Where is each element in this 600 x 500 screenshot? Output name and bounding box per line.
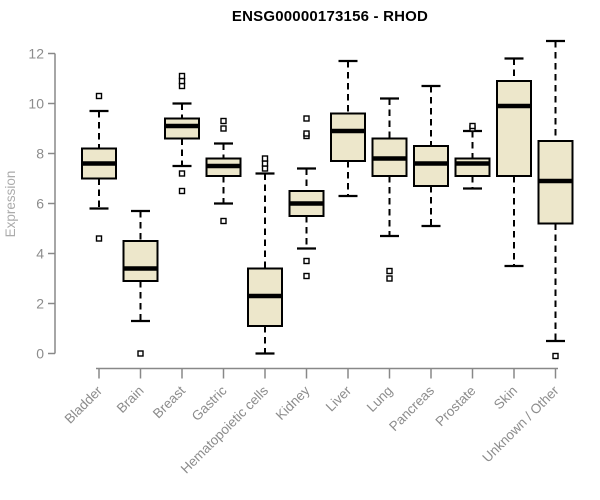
outlier-point: [303, 130, 310, 137]
outlier-point: [220, 217, 227, 225]
x-tick-label: Brain: [114, 383, 147, 416]
boxplot-hematopoietic-cells: [247, 155, 283, 355]
outlier-point: [469, 122, 476, 130]
boxplot-prostate: [454, 122, 491, 190]
outlier-point: [261, 160, 269, 167]
y-tick-label: 4: [36, 246, 44, 262]
x-tick-label: Gastric: [189, 383, 230, 424]
outlier-point: [178, 77, 186, 85]
boxplot-brain: [122, 209, 159, 357]
boxplot-breast: [164, 72, 200, 195]
x-tick-label: Prostate: [432, 383, 478, 429]
x-tick-label: Unknown / Other: [479, 383, 562, 466]
boxplot-bladder: [81, 92, 117, 242]
x-tick-label: Lung: [364, 383, 396, 415]
y-axis-title: Expression: [3, 171, 18, 238]
outlier-point: [552, 352, 559, 360]
outlier-point: [95, 235, 103, 242]
boxplot-gastric: [205, 117, 242, 225]
boxplot-unknown-other: [537, 39, 574, 360]
iqr-box: [330, 112, 366, 162]
x-tick-label: Liver: [323, 383, 355, 415]
outlier-point: [303, 272, 310, 280]
outlier-point: [386, 267, 393, 275]
iqr-box: [496, 80, 532, 177]
boxplot-pancreas: [413, 84, 449, 228]
x-tick-label: Pancreas: [386, 383, 437, 434]
outlier-point: [137, 350, 144, 357]
boxplot-skin: [496, 57, 532, 268]
outlier-point: [95, 92, 103, 100]
iqr-box: [413, 145, 449, 187]
outlier-point: [178, 72, 186, 80]
chart-title: ENSG00000173156 - RHOD: [231, 8, 429, 25]
y-axis: 0 2 4 6 8 10 12: [28, 46, 56, 362]
outlier-point: [303, 115, 310, 122]
outlier-point: [261, 165, 269, 172]
outlier-point: [178, 187, 186, 195]
boxplot-lung: [371, 97, 408, 282]
x-tick-label: Breast: [150, 383, 188, 421]
x-tick-label: Kidney: [273, 383, 313, 423]
boxplot-liver: [330, 59, 366, 198]
outlier-point: [178, 82, 186, 90]
iqr-box: [164, 117, 200, 140]
outlier-point: [178, 170, 186, 177]
y-tick-label: 12: [28, 46, 44, 62]
x-tick-label: Bladder: [62, 383, 106, 427]
y-tick-label: 10: [28, 96, 44, 112]
outlier-point: [220, 125, 227, 132]
y-tick-label: 6: [36, 196, 44, 212]
boxplot-kidney: [288, 115, 325, 280]
iqr-box: [122, 240, 159, 282]
outlier-point: [220, 117, 227, 125]
outlier-point: [303, 257, 310, 265]
outlier-point: [386, 275, 393, 282]
outlier-point: [261, 155, 269, 162]
iqr-box: [454, 157, 491, 177]
y-tick-label: 2: [36, 296, 44, 312]
x-tick-label: Skin: [491, 383, 520, 412]
y-tick-label: 0: [36, 346, 44, 362]
y-tick-label: 8: [36, 146, 44, 162]
